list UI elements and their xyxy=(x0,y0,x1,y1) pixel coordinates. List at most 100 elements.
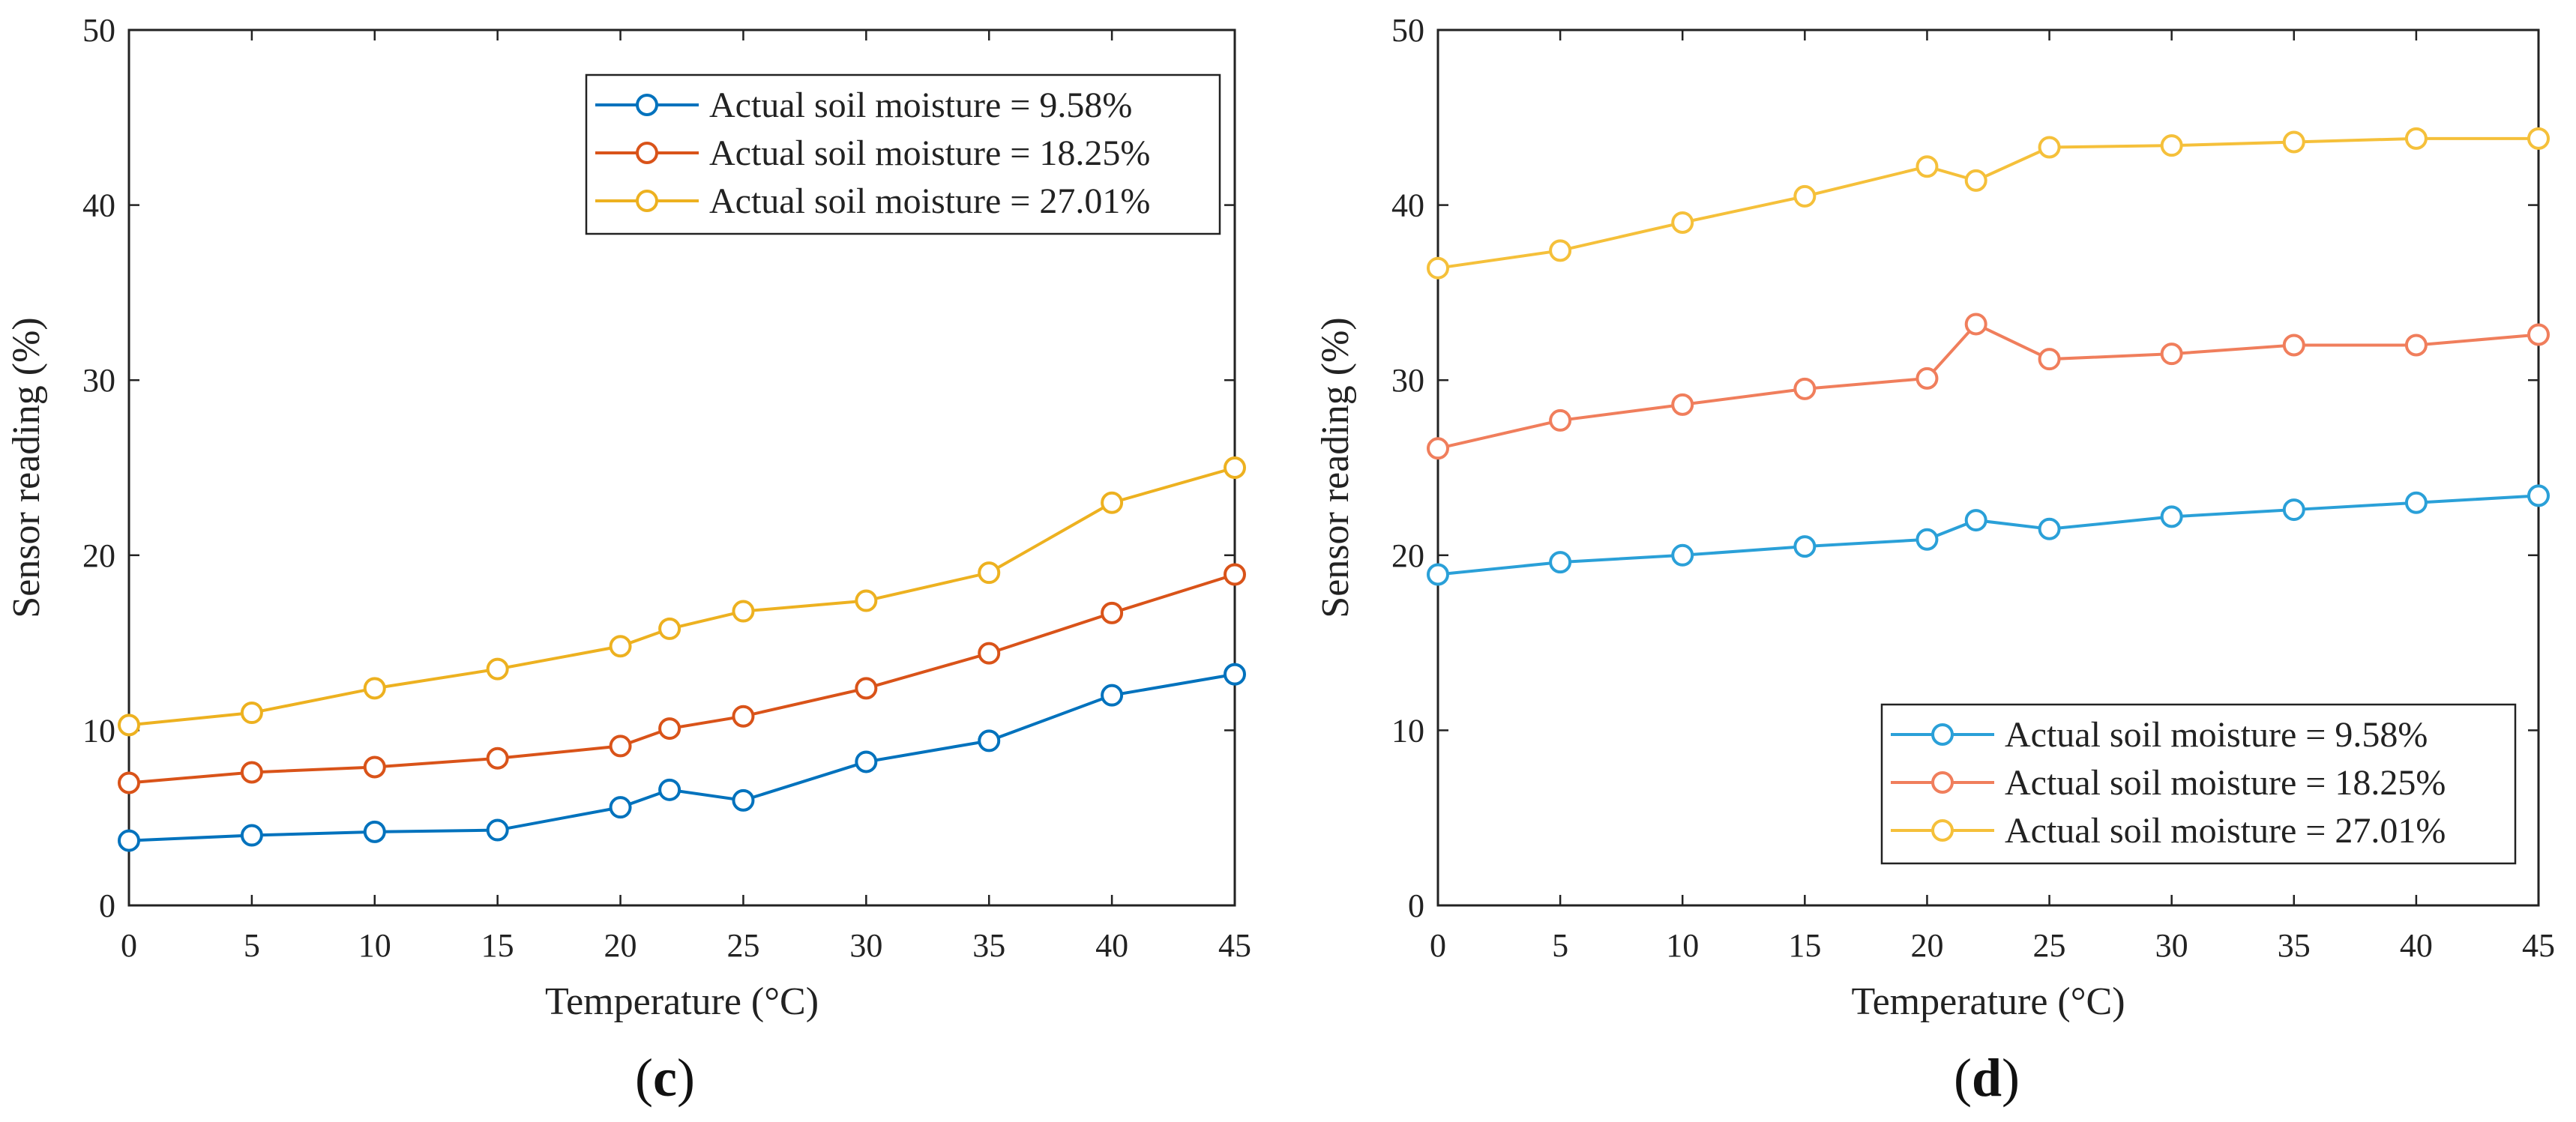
legend-marker-1 xyxy=(1931,723,1954,746)
y-tick-label: 30 xyxy=(1391,362,1424,399)
series-1-point xyxy=(1916,528,1939,551)
series-3-point xyxy=(240,702,263,725)
series-2-point xyxy=(1964,313,1987,336)
series-3-point xyxy=(1427,256,1449,280)
series-1-point xyxy=(1964,509,1987,532)
x-tick-label: 15 xyxy=(481,927,514,964)
series-2-point xyxy=(2038,348,2061,371)
legend-entry-3: Actual soil moisture = 27.01% xyxy=(709,181,1150,221)
y-tick-label: 20 xyxy=(82,537,115,574)
x-tick-label: 0 xyxy=(121,927,137,964)
series-2-point xyxy=(1224,563,1246,586)
series-1-point xyxy=(2404,491,2428,514)
y-tick-label: 10 xyxy=(82,712,115,749)
x-tick-label: 40 xyxy=(1095,927,1128,964)
series-2-point xyxy=(1916,367,1939,390)
legend-entry-1: Actual soil moisture = 9.58% xyxy=(709,85,1132,125)
x-tick-label: 25 xyxy=(2033,927,2066,964)
series-3-point xyxy=(855,589,878,612)
x-axis-label: Temperature (°C) xyxy=(1851,980,2125,1023)
x-tick-label: 10 xyxy=(1666,927,1699,964)
series-3-point xyxy=(363,677,386,700)
x-tick-label: 10 xyxy=(358,927,391,964)
series-1-point xyxy=(855,750,878,773)
series-3-point xyxy=(1549,239,1572,262)
series-3-point xyxy=(2038,136,2061,159)
x-tick-label: 15 xyxy=(1788,927,1821,964)
series-2-point xyxy=(2160,343,2183,366)
series-1-point xyxy=(978,729,1001,752)
y-tick-label: 40 xyxy=(82,187,115,224)
series-2-point xyxy=(486,747,509,770)
series-1-point xyxy=(2038,517,2061,540)
x-tick-label: 40 xyxy=(2400,927,2433,964)
y-tick-label: 50 xyxy=(82,12,115,49)
series-2-point xyxy=(118,771,140,794)
x-tick-label: 5 xyxy=(244,927,260,964)
series-2-point xyxy=(1671,393,1694,416)
series-3-point xyxy=(1671,211,1694,234)
legend-marker-1 xyxy=(636,94,658,116)
series-2-point xyxy=(240,761,263,784)
legend-entry-3: Actual soil moisture = 27.01% xyxy=(2005,811,2446,851)
series-1-point xyxy=(1793,535,1817,558)
series-3-point xyxy=(658,617,681,640)
series-2-point xyxy=(732,705,755,728)
legend-marker-3 xyxy=(1931,819,1954,842)
series-1-point xyxy=(2527,484,2550,507)
y-tick-label: 40 xyxy=(1391,187,1424,224)
series-1-point xyxy=(1101,684,1124,707)
x-tick-label: 45 xyxy=(2522,927,2555,964)
series-1-point xyxy=(1224,663,1246,686)
legend-marker-2 xyxy=(1931,771,1954,794)
panel-label: (d) xyxy=(1954,1048,2020,1108)
series-3-point xyxy=(2160,134,2183,157)
panel-label-open: ( xyxy=(1954,1048,1972,1108)
x-tick-label: 20 xyxy=(1910,927,1943,964)
series-1-point xyxy=(2160,505,2183,528)
x-tick-label: 30 xyxy=(849,927,882,964)
y-tick-label: 0 xyxy=(1408,887,1424,924)
series-1-point xyxy=(2282,498,2305,522)
series-3-point xyxy=(2404,127,2428,150)
x-tick-label: 35 xyxy=(972,927,1005,964)
series-1-point xyxy=(609,796,632,819)
y-tick-label: 30 xyxy=(82,362,115,399)
x-tick-label: 20 xyxy=(604,927,637,964)
series-3-point xyxy=(609,635,632,658)
series-2-point xyxy=(2527,323,2550,346)
series-2-point xyxy=(658,717,681,741)
series-1-point xyxy=(658,778,681,801)
series-3-point xyxy=(1101,491,1124,514)
series-3-point xyxy=(2527,127,2550,150)
series-3-point xyxy=(486,657,509,681)
series-3-point xyxy=(1916,155,1939,178)
legend-entry-2: Actual soil moisture = 18.25% xyxy=(2005,763,2446,803)
series-1-point xyxy=(118,829,140,852)
series-2-point xyxy=(1793,377,1817,400)
series-2-point xyxy=(1101,601,1124,624)
series-1-point xyxy=(732,788,755,812)
panel-label-letter: d xyxy=(1972,1048,2002,1108)
legend-entry-2: Actual soil moisture = 18.25% xyxy=(709,133,1150,173)
y-axis-label: Sensor reading (%) xyxy=(5,317,48,618)
x-tick-label: 45 xyxy=(1218,927,1251,964)
series-1-point xyxy=(1549,551,1572,574)
panel-label-open: ( xyxy=(635,1048,653,1108)
series-2-point xyxy=(855,677,878,700)
series-2-point xyxy=(2282,334,2305,357)
series-2-point xyxy=(1549,408,1572,432)
legend-marker-3 xyxy=(636,190,658,212)
series-3-point xyxy=(1793,184,1817,208)
series-3-point xyxy=(1964,169,1987,192)
series-1-point xyxy=(1427,563,1449,586)
series-3-point xyxy=(1224,456,1246,479)
series-3-point xyxy=(118,714,140,737)
y-tick-label: 0 xyxy=(99,887,115,924)
legend-marker-2 xyxy=(636,142,658,164)
series-1-point xyxy=(486,818,509,842)
series-1-point xyxy=(240,824,263,847)
series-3-point xyxy=(732,600,755,623)
series-2-point xyxy=(609,735,632,758)
